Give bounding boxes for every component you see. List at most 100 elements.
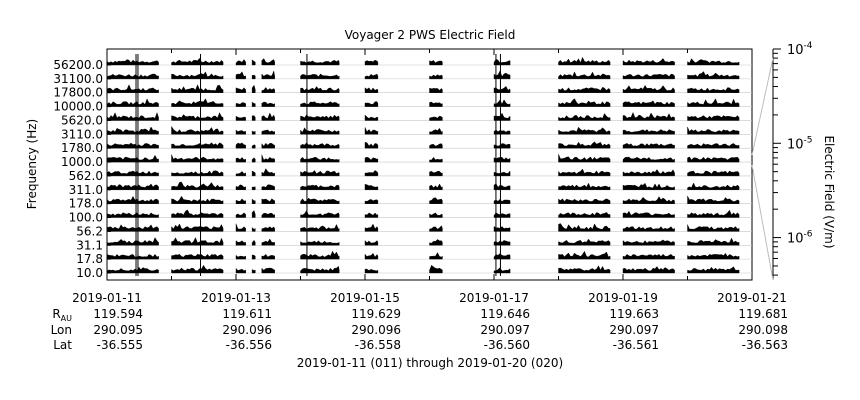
channel-trace	[106, 237, 159, 246]
channel-trace	[251, 59, 256, 66]
channel-trace	[558, 141, 611, 149]
channel-trace	[364, 223, 379, 232]
y-axis-label: Frequency (Hz)	[25, 119, 39, 210]
channel-trace	[300, 101, 340, 107]
channel-trace	[429, 74, 443, 80]
channel-trace	[300, 170, 340, 177]
channel-trace	[622, 111, 675, 121]
channel-trace	[106, 84, 159, 93]
channel-trace	[235, 240, 246, 246]
colorbar-ticks: 10-4 10-5 10-6	[773, 41, 813, 276]
channel-trace	[235, 71, 246, 80]
ephemeris-row-label: Lon	[51, 323, 72, 337]
channel-trace	[622, 85, 675, 93]
channel-trace	[622, 169, 675, 177]
channel-trace	[300, 127, 340, 135]
channel-trace	[300, 73, 340, 80]
channel-trace	[106, 212, 159, 218]
channel-trace	[364, 156, 379, 163]
channel-trace	[261, 212, 275, 218]
ephemeris-value: 290.096	[222, 323, 272, 337]
channel-trace	[261, 101, 275, 107]
channel-trace	[171, 264, 224, 274]
y-axis-ticks: 56200.031100.017800.010000.05620.03110.0…	[53, 58, 111, 280]
channel-trace	[300, 114, 340, 121]
channel-trace	[251, 198, 256, 204]
ephemeris-value: 290.095	[93, 323, 143, 337]
channel-trace	[687, 224, 740, 232]
channel-trace	[300, 265, 340, 274]
channel-trace	[429, 60, 443, 66]
channel-trace	[171, 253, 224, 260]
chart-title: Voyager 2 PWS Electric Field	[345, 28, 516, 42]
channel-trace	[687, 237, 740, 246]
channel-trace	[235, 115, 246, 121]
channel-trace	[261, 112, 275, 121]
channel-trace	[687, 182, 740, 191]
channel-trace	[364, 59, 379, 66]
ephemeris-value: 290.097	[609, 323, 659, 337]
y-tick-label: 10.0	[76, 266, 103, 280]
channel-trace	[300, 197, 340, 204]
ephemeris-value: 119.681	[738, 307, 788, 321]
channel-trace	[106, 266, 159, 274]
channel-trace	[687, 126, 740, 135]
y-tick-label: 31.1	[76, 238, 103, 252]
channel-trace	[300, 184, 340, 191]
channel-trace	[558, 154, 611, 163]
channel-trace	[171, 223, 224, 232]
channel-trace	[300, 86, 340, 93]
channel-trace	[687, 195, 740, 204]
channel-trace	[558, 182, 611, 191]
channel-trace	[261, 154, 275, 163]
y-tick-label: 17800.0	[53, 86, 103, 100]
channel-trace	[171, 125, 224, 135]
channel-trace	[622, 226, 675, 232]
channel-trace	[364, 252, 379, 260]
channel-trace	[251, 269, 256, 274]
channel-trace	[364, 87, 379, 93]
channel-trace	[558, 113, 611, 121]
channel-trace	[106, 112, 159, 121]
channel-trace	[235, 267, 246, 274]
channel-trace	[106, 195, 159, 204]
channel-trace	[171, 71, 224, 80]
channel-trace	[429, 143, 443, 149]
ephemeris-value: 290.098	[738, 323, 788, 337]
spike-marks	[135, 54, 501, 276]
channel-trace	[622, 210, 675, 218]
channel-trace	[622, 73, 675, 80]
channel-trace	[364, 239, 379, 246]
channel-trace	[622, 253, 675, 260]
channel-trace	[687, 252, 740, 260]
channel-trace	[261, 184, 275, 191]
channel-trace	[106, 59, 159, 66]
channel-trace	[558, 98, 611, 107]
channel-trace	[235, 142, 246, 149]
channel-trace	[251, 157, 256, 163]
channel-trace	[687, 156, 740, 163]
channel-trace	[235, 129, 246, 135]
channel-trace	[687, 115, 740, 121]
ephemeris-value: 119.646	[480, 307, 530, 321]
channel-trace	[558, 212, 611, 218]
channel-trace	[106, 154, 159, 163]
y-tick-label: 10000.0	[53, 100, 103, 114]
channel-trace	[251, 210, 256, 218]
channel-trace	[251, 130, 256, 135]
channel-trace	[558, 168, 611, 177]
channel-trace	[251, 101, 256, 107]
channel-trace	[235, 171, 246, 177]
channel-trace	[261, 142, 275, 149]
channel-trace	[261, 168, 275, 177]
channel-trace	[171, 195, 224, 204]
colorbar-tick-label: 10-5	[787, 135, 813, 152]
x-tick-label: 2019-01-19	[588, 291, 658, 305]
channel-trace	[251, 239, 256, 246]
channel-trace	[171, 181, 224, 191]
channel-trace	[171, 57, 224, 66]
channel-trace	[687, 170, 740, 177]
channel-trace	[687, 209, 740, 218]
ephemeris-value: -36.563	[742, 338, 788, 352]
channel-trace	[251, 186, 256, 191]
